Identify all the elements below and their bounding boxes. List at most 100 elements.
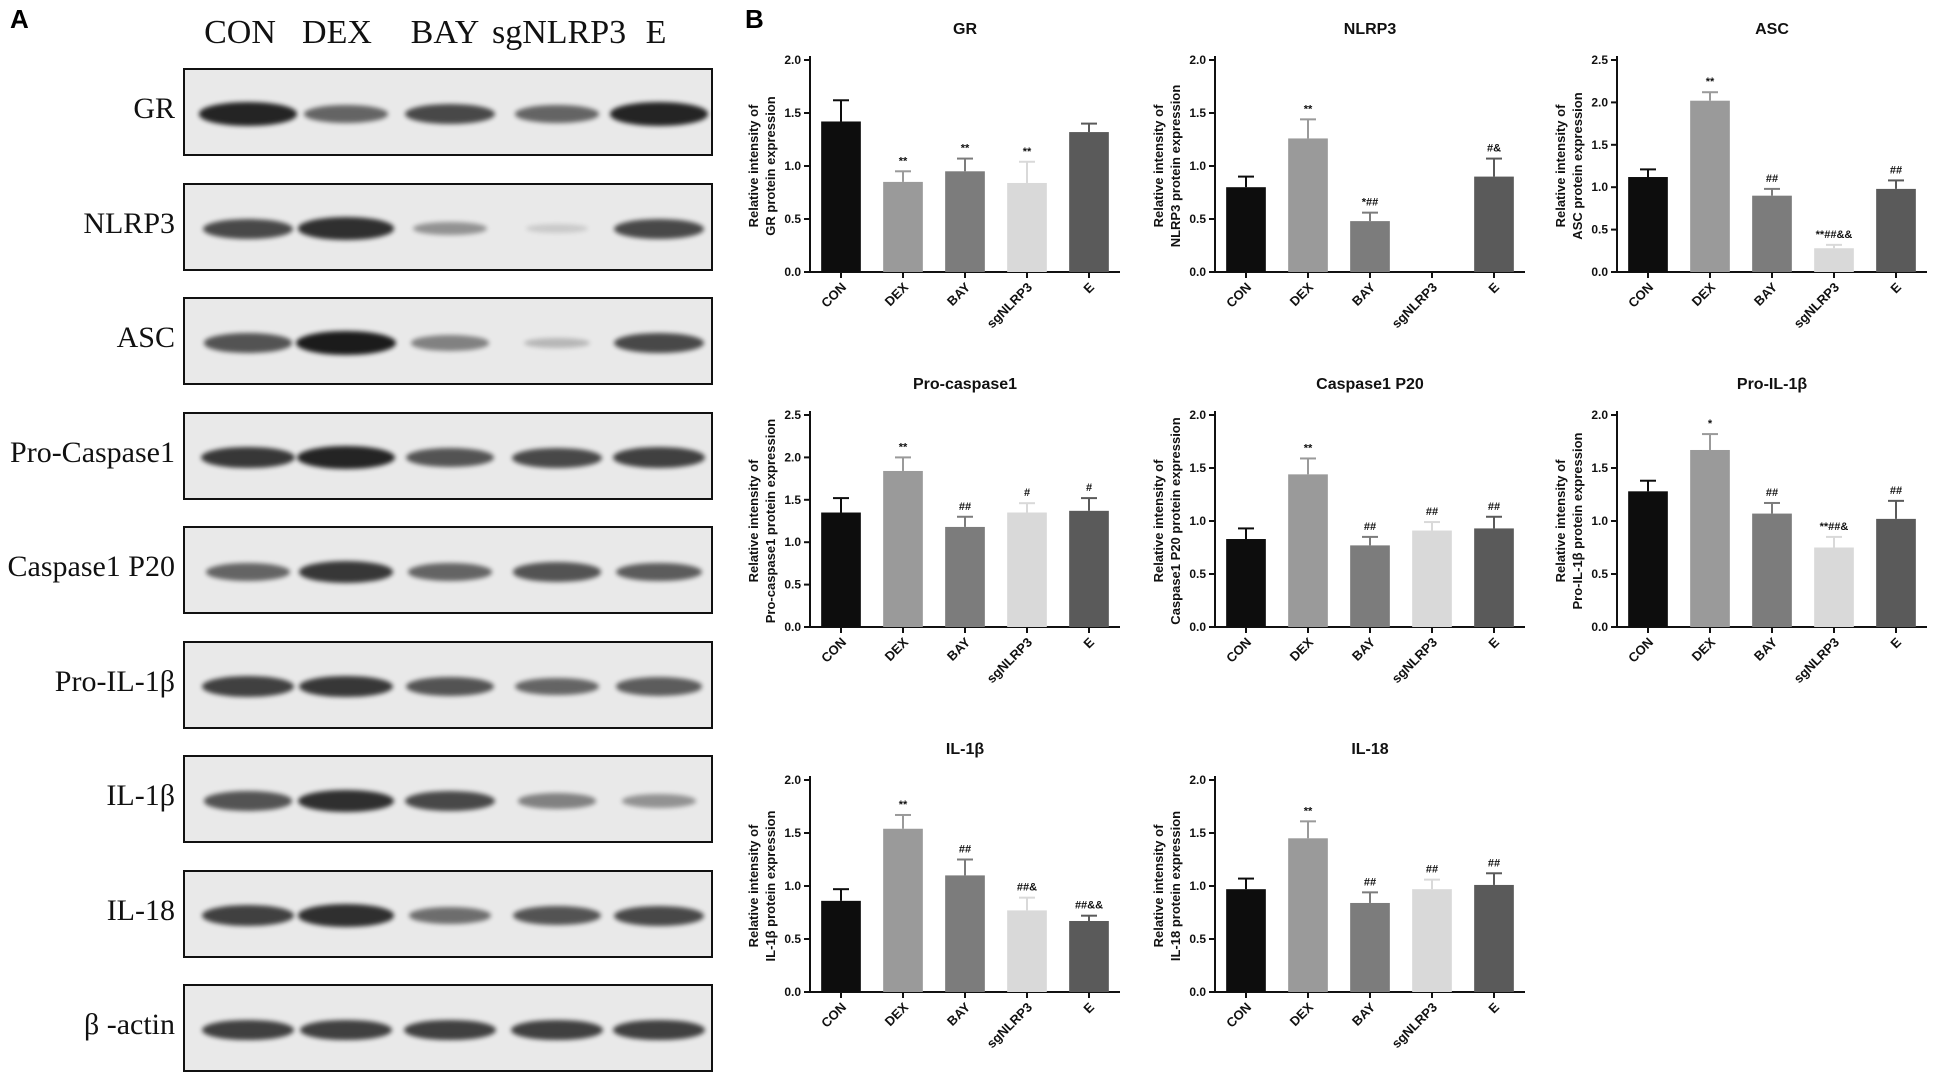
significance-label: * <box>1708 418 1713 430</box>
y-tick-label: 1.0 <box>1189 159 1206 173</box>
blot-row-label: Pro-Caspase1 <box>10 435 175 469</box>
y-tick-label: 1.0 <box>784 535 801 549</box>
panel-label-b: B <box>745 4 764 34</box>
blot-band <box>610 102 708 126</box>
lane-header: E <box>645 14 667 51</box>
blot-band <box>614 218 704 239</box>
bar <box>1690 100 1730 272</box>
x-tick-label: DEX <box>882 279 912 309</box>
blot-band <box>616 562 702 582</box>
bar <box>1814 547 1854 627</box>
y-tick-label: 0.5 <box>784 932 801 946</box>
bar <box>883 181 923 272</box>
y-axis-label: Pro-IL-1β protein expression <box>1570 432 1585 609</box>
blot-band <box>298 789 394 813</box>
chart-1: NLRP3 Relative intensity of NLRP3 protein … <box>1151 21 1525 331</box>
blot-strip <box>183 182 713 271</box>
bar <box>1628 491 1668 627</box>
lane-header: CON <box>204 14 276 51</box>
bar <box>1226 539 1266 627</box>
blot-band <box>202 1019 294 1041</box>
x-tick-label: BAY <box>1751 634 1780 663</box>
significance-label: # <box>1024 487 1030 499</box>
y-tick-label: 1.0 <box>1591 180 1608 194</box>
x-tick-label: E <box>1887 634 1904 651</box>
y-tick-label: 2.5 <box>784 408 801 422</box>
significance-label: # <box>1086 482 1092 494</box>
significance-label: ** <box>961 143 970 155</box>
blot-band <box>409 907 491 924</box>
x-tick-label: BAY <box>1349 999 1378 1028</box>
blot-row-label: Pro-IL-1β <box>54 664 175 698</box>
bar <box>1007 182 1047 272</box>
blot-band <box>613 1019 705 1041</box>
y-tick-label: 2.0 <box>1189 773 1206 787</box>
significance-label: **##&& <box>1816 229 1853 241</box>
significance-label: ## <box>959 501 971 513</box>
blot-band <box>206 563 290 581</box>
chart-5: Pro-IL-1β Relative intensity of Pro-IL-1β … <box>1553 376 1927 686</box>
significance-label: ## <box>1766 487 1778 499</box>
blot-band <box>199 102 297 126</box>
bar <box>945 875 985 992</box>
y-tick-label: 1.5 <box>1189 461 1206 475</box>
chart-title: Pro-IL-1β <box>1737 376 1807 393</box>
blot-band <box>408 563 492 581</box>
y-tick-label: 0.0 <box>1591 265 1608 279</box>
bar <box>821 121 861 272</box>
significance-label: *## <box>1362 197 1379 209</box>
blot-band <box>515 105 599 123</box>
x-tick-label: DEX <box>1689 279 1719 309</box>
panel-label-a: A <box>10 4 29 34</box>
bar <box>1628 177 1668 272</box>
blot-row-label: IL-1β <box>106 779 175 812</box>
y-tick-label: 1.5 <box>784 106 801 120</box>
x-tick-label: CON <box>1223 1000 1254 1031</box>
bar <box>883 470 923 627</box>
blot-band <box>297 445 395 470</box>
y-axis-label: Relative intensity of <box>1151 459 1166 582</box>
significance-label: ##& <box>1017 882 1037 894</box>
lane-header: BAY <box>410 14 480 51</box>
y-axis-label: NLRP3 protein expression <box>1168 85 1183 248</box>
significance-label: ## <box>1766 173 1778 185</box>
y-tick-label: 2.0 <box>1189 53 1206 67</box>
y-tick-label: 0.0 <box>784 265 801 279</box>
blot-band <box>613 447 705 468</box>
blot-band <box>299 561 393 583</box>
chart-title: Caspase1 P20 <box>1316 376 1424 393</box>
y-tick-label: 0.5 <box>1189 212 1206 226</box>
y-tick-label: 0.5 <box>1591 223 1608 237</box>
y-axis-label: Relative intensity of <box>1553 459 1568 582</box>
blot-band <box>614 905 704 926</box>
x-tick-label: BAY <box>944 999 973 1028</box>
x-tick-label: BAY <box>1349 279 1378 308</box>
blot-band <box>201 446 295 469</box>
y-tick-label: 1.5 <box>1591 461 1608 475</box>
blot-row-label: β -actin <box>83 1008 175 1041</box>
blot-strip <box>183 68 713 156</box>
bar <box>945 171 985 272</box>
significance-label: ** <box>899 799 908 811</box>
x-tick-label: E <box>1080 279 1097 296</box>
blot-band <box>515 677 599 696</box>
chart-2: ASC Relative intensity of ASC protein expr… <box>1553 21 1927 331</box>
blot-row-label: Caspase1 P20 <box>7 550 176 583</box>
chart-3: Pro-caspase1 Relative intensity of Pro-cas… <box>746 376 1120 686</box>
bar <box>1876 188 1916 272</box>
blot-band <box>413 221 487 236</box>
blot-band <box>304 105 388 123</box>
x-tick-label: E <box>1485 999 1502 1016</box>
bar <box>883 828 923 992</box>
blot-row-label: IL-18 <box>106 893 175 927</box>
blot-band <box>204 791 292 811</box>
x-tick-label: BAY <box>1349 634 1378 663</box>
x-tick-label: CON <box>818 280 849 311</box>
y-axis-label: Relative intensity of <box>1151 824 1166 947</box>
bar <box>1876 518 1916 627</box>
x-tick-label: DEX <box>882 999 912 1029</box>
significance-label: ** <box>1304 103 1313 115</box>
y-tick-label: 2.0 <box>1189 408 1206 422</box>
blot-band <box>405 791 495 811</box>
blot-strip <box>183 640 713 729</box>
